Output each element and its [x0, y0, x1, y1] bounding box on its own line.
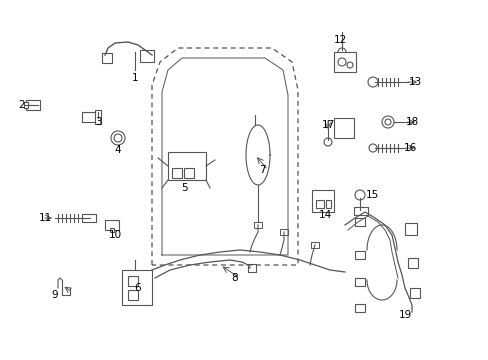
Bar: [122, 270, 152, 305]
Text: 4: 4: [115, 145, 121, 155]
Bar: [315, 200, 324, 208]
Text: 8: 8: [231, 273, 238, 283]
Circle shape: [381, 116, 393, 128]
Bar: [26, 100, 40, 110]
Circle shape: [324, 138, 331, 146]
Bar: [310, 242, 318, 248]
Bar: [354, 278, 364, 286]
Text: 9: 9: [52, 290, 58, 300]
Bar: [333, 52, 355, 72]
Text: 12: 12: [333, 35, 346, 45]
Bar: [140, 50, 154, 62]
Bar: [24, 102, 28, 108]
Bar: [168, 152, 205, 180]
Text: 15: 15: [365, 190, 378, 200]
Bar: [407, 258, 417, 268]
Text: 3: 3: [95, 117, 101, 127]
Circle shape: [337, 48, 346, 56]
Circle shape: [384, 119, 390, 125]
Bar: [311, 190, 333, 212]
Circle shape: [337, 58, 346, 66]
Text: 1: 1: [131, 73, 138, 83]
Text: 18: 18: [405, 117, 418, 127]
Bar: [95, 110, 101, 124]
Bar: [280, 229, 287, 235]
Bar: [128, 276, 138, 286]
Circle shape: [354, 190, 364, 200]
Bar: [82, 214, 96, 222]
Text: 14: 14: [318, 210, 331, 220]
Bar: [409, 288, 419, 298]
Circle shape: [368, 144, 376, 152]
Bar: [325, 200, 330, 208]
Text: 11: 11: [38, 213, 52, 223]
Text: 7: 7: [258, 165, 265, 175]
Circle shape: [114, 134, 122, 142]
Bar: [354, 218, 364, 226]
Bar: [172, 168, 182, 178]
Bar: [354, 251, 364, 259]
Bar: [102, 53, 112, 63]
Bar: [247, 264, 256, 272]
Bar: [333, 118, 353, 138]
Text: 6: 6: [134, 283, 141, 293]
Bar: [353, 207, 367, 215]
Text: 13: 13: [407, 77, 421, 87]
Bar: [110, 228, 114, 232]
Text: 17: 17: [321, 120, 334, 130]
Text: 19: 19: [398, 310, 411, 320]
Bar: [404, 223, 416, 235]
Bar: [128, 290, 138, 300]
Bar: [105, 220, 119, 230]
Circle shape: [111, 131, 125, 145]
Circle shape: [346, 62, 352, 68]
Bar: [183, 168, 194, 178]
Text: 10: 10: [108, 230, 122, 240]
Circle shape: [367, 77, 377, 87]
Bar: [82, 112, 98, 122]
Bar: [253, 222, 262, 228]
Text: 16: 16: [403, 143, 416, 153]
Text: 2: 2: [19, 100, 25, 110]
Text: 5: 5: [182, 183, 188, 193]
Bar: [354, 304, 364, 312]
